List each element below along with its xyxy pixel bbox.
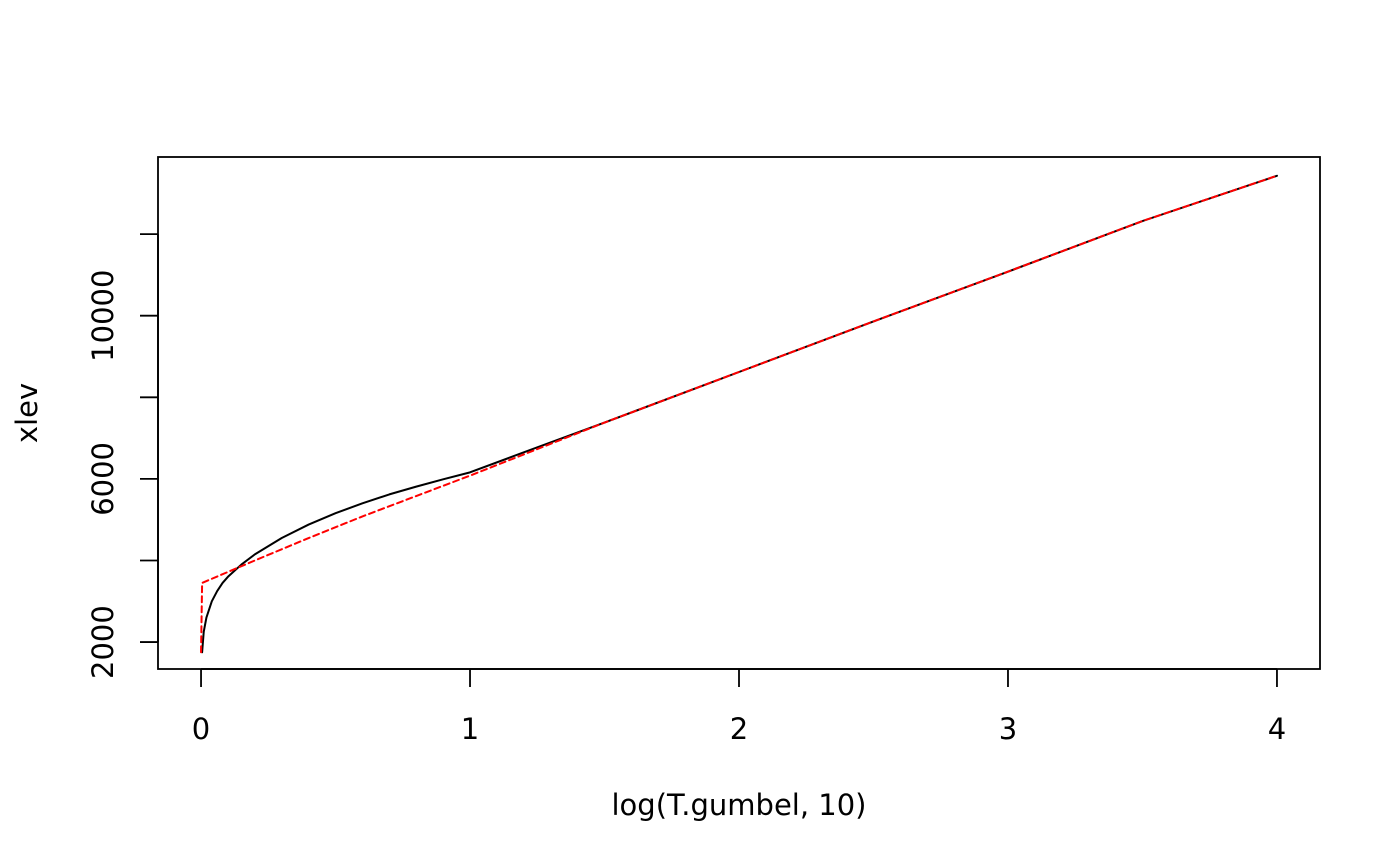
series-line-1 <box>201 174 1278 654</box>
series-layer <box>200 174 1278 654</box>
y-axis-label: xlev <box>10 383 44 443</box>
y-tick-label: 2000 <box>86 605 120 679</box>
x-tick-label: 0 <box>192 712 210 746</box>
x-tick-label: 1 <box>461 712 479 746</box>
plot-frame <box>157 156 1321 670</box>
x-tick-label: 3 <box>999 712 1017 746</box>
x-tick-label: 4 <box>1268 712 1286 746</box>
y-tick-label: 6000 <box>86 442 120 516</box>
series-line-2 <box>200 174 1278 654</box>
x-tick-label: 2 <box>730 712 748 746</box>
x-axis-label: log(T.gumbel, 10) <box>611 788 866 822</box>
y-tick-label: 10000 <box>86 270 120 362</box>
x-axis: 0 1 2 3 4 <box>192 668 1286 746</box>
y-axis: 2000 6000 10000 <box>86 233 159 679</box>
